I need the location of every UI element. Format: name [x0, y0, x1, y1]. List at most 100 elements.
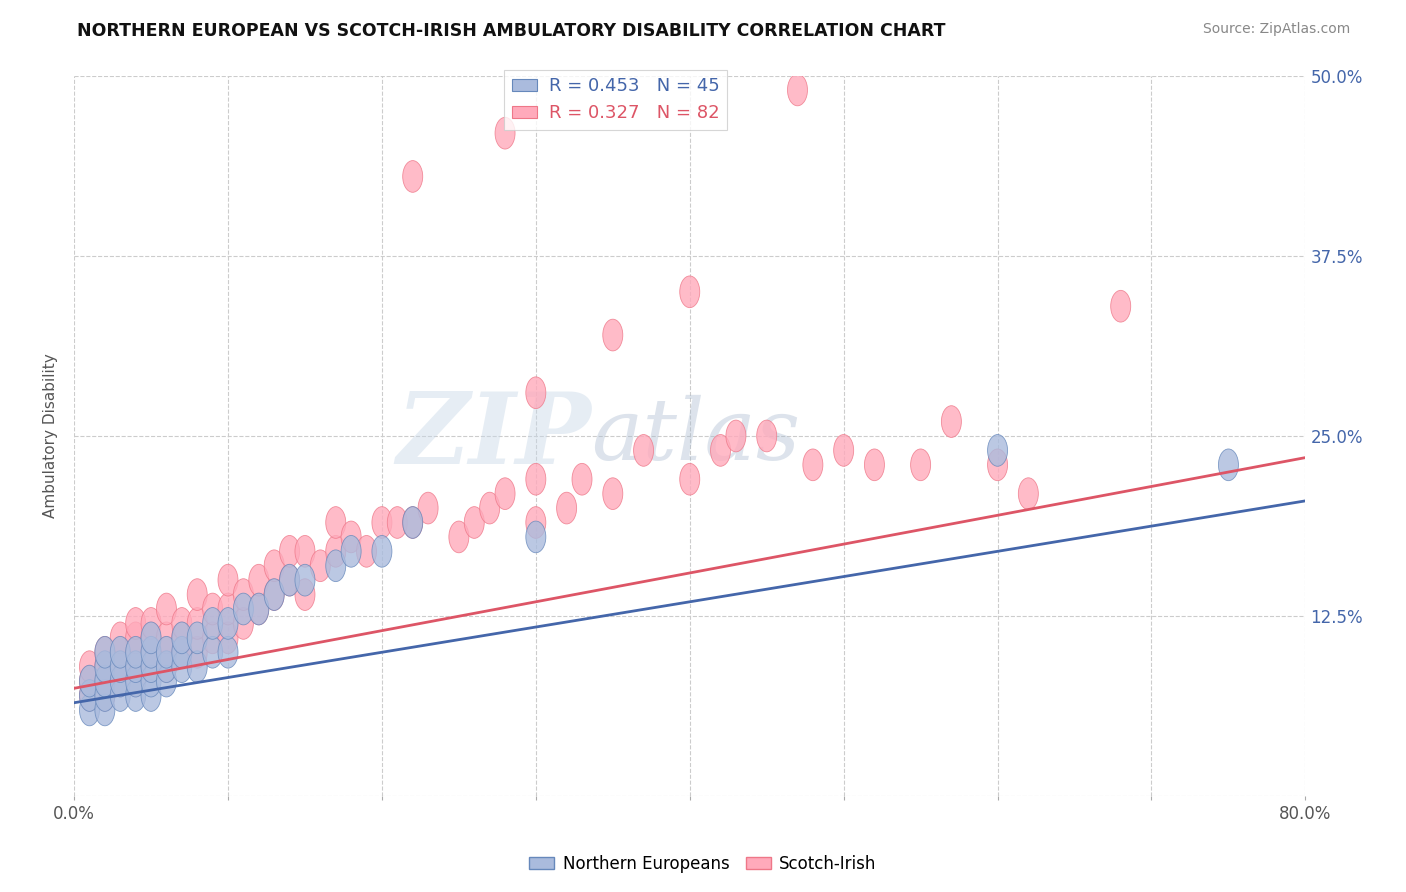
Ellipse shape: [110, 665, 131, 697]
Text: NORTHERN EUROPEAN VS SCOTCH-IRISH AMBULATORY DISABILITY CORRELATION CHART: NORTHERN EUROPEAN VS SCOTCH-IRISH AMBULA…: [77, 22, 946, 40]
Ellipse shape: [125, 651, 146, 682]
Ellipse shape: [326, 549, 346, 582]
Text: Source: ZipAtlas.com: Source: ZipAtlas.com: [1202, 22, 1350, 37]
Ellipse shape: [603, 478, 623, 509]
Ellipse shape: [202, 607, 222, 640]
Ellipse shape: [110, 665, 131, 697]
Ellipse shape: [94, 636, 115, 668]
Ellipse shape: [110, 680, 131, 712]
Ellipse shape: [572, 463, 592, 495]
Ellipse shape: [94, 694, 115, 726]
Ellipse shape: [172, 636, 191, 668]
Ellipse shape: [679, 276, 700, 308]
Ellipse shape: [125, 636, 146, 668]
Ellipse shape: [326, 535, 346, 567]
Ellipse shape: [110, 651, 131, 682]
Ellipse shape: [141, 622, 162, 654]
Ellipse shape: [202, 593, 222, 625]
Ellipse shape: [125, 622, 146, 654]
Ellipse shape: [156, 622, 176, 654]
Ellipse shape: [141, 636, 162, 668]
Ellipse shape: [756, 420, 776, 452]
Ellipse shape: [1219, 449, 1239, 481]
Ellipse shape: [418, 492, 439, 524]
Ellipse shape: [280, 535, 299, 567]
Ellipse shape: [865, 449, 884, 481]
Ellipse shape: [172, 607, 191, 640]
Ellipse shape: [141, 636, 162, 668]
Ellipse shape: [679, 463, 700, 495]
Y-axis label: Ambulatory Disability: Ambulatory Disability: [44, 353, 58, 518]
Ellipse shape: [987, 449, 1008, 481]
Text: ZIP: ZIP: [396, 388, 592, 484]
Ellipse shape: [80, 680, 100, 712]
Ellipse shape: [218, 636, 238, 668]
Ellipse shape: [942, 406, 962, 437]
Ellipse shape: [342, 521, 361, 553]
Ellipse shape: [402, 507, 423, 539]
Ellipse shape: [264, 579, 284, 610]
Ellipse shape: [987, 434, 1008, 467]
Ellipse shape: [125, 680, 146, 712]
Ellipse shape: [187, 622, 207, 654]
Ellipse shape: [156, 651, 176, 682]
Ellipse shape: [156, 593, 176, 625]
Legend: R = 0.453   N = 45, R = 0.327   N = 82: R = 0.453 N = 45, R = 0.327 N = 82: [505, 70, 727, 129]
Ellipse shape: [295, 565, 315, 596]
Ellipse shape: [141, 651, 162, 682]
Ellipse shape: [725, 420, 747, 452]
Ellipse shape: [249, 593, 269, 625]
Ellipse shape: [187, 607, 207, 640]
Ellipse shape: [125, 665, 146, 697]
Ellipse shape: [172, 622, 191, 654]
Ellipse shape: [156, 636, 176, 668]
Ellipse shape: [172, 622, 191, 654]
Ellipse shape: [787, 74, 807, 106]
Ellipse shape: [218, 622, 238, 654]
Ellipse shape: [94, 665, 115, 697]
Ellipse shape: [141, 665, 162, 697]
Ellipse shape: [479, 492, 499, 524]
Ellipse shape: [125, 607, 146, 640]
Ellipse shape: [526, 521, 546, 553]
Ellipse shape: [187, 651, 207, 682]
Ellipse shape: [80, 665, 100, 697]
Ellipse shape: [603, 319, 623, 351]
Ellipse shape: [187, 579, 207, 610]
Legend: Northern Europeans, Scotch-Irish: Northern Europeans, Scotch-Irish: [523, 848, 883, 880]
Ellipse shape: [634, 434, 654, 467]
Ellipse shape: [233, 579, 253, 610]
Ellipse shape: [156, 651, 176, 682]
Ellipse shape: [526, 463, 546, 495]
Ellipse shape: [249, 565, 269, 596]
Ellipse shape: [125, 636, 146, 668]
Ellipse shape: [1111, 291, 1130, 322]
Ellipse shape: [342, 535, 361, 567]
Ellipse shape: [326, 507, 346, 539]
Ellipse shape: [218, 565, 238, 596]
Ellipse shape: [141, 607, 162, 640]
Ellipse shape: [172, 636, 191, 668]
Ellipse shape: [311, 549, 330, 582]
Ellipse shape: [911, 449, 931, 481]
Ellipse shape: [557, 492, 576, 524]
Ellipse shape: [402, 161, 423, 193]
Ellipse shape: [80, 651, 100, 682]
Ellipse shape: [280, 565, 299, 596]
Ellipse shape: [526, 376, 546, 409]
Ellipse shape: [80, 665, 100, 697]
Ellipse shape: [464, 507, 484, 539]
Ellipse shape: [110, 622, 131, 654]
Ellipse shape: [125, 651, 146, 682]
Ellipse shape: [357, 535, 377, 567]
Ellipse shape: [526, 507, 546, 539]
Ellipse shape: [110, 636, 131, 668]
Ellipse shape: [156, 665, 176, 697]
Ellipse shape: [94, 651, 115, 682]
Ellipse shape: [495, 478, 515, 509]
Ellipse shape: [449, 521, 468, 553]
Ellipse shape: [80, 694, 100, 726]
Ellipse shape: [373, 507, 392, 539]
Ellipse shape: [94, 665, 115, 697]
Ellipse shape: [803, 449, 823, 481]
